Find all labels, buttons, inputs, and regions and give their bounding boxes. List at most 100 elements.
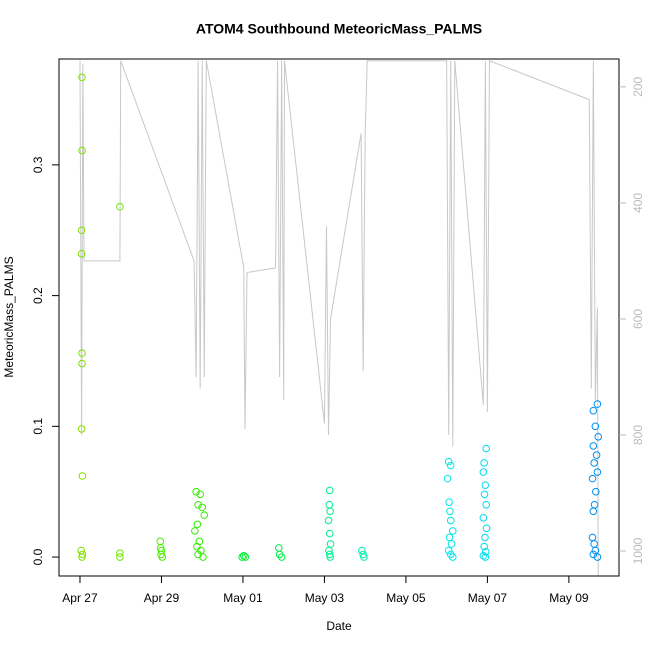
point — [277, 553, 286, 561]
point — [326, 540, 335, 548]
point — [448, 527, 457, 535]
point — [594, 432, 603, 441]
point — [446, 507, 454, 516]
y-axis-label: MeteoricMass_PALMS — [2, 256, 16, 377]
point — [78, 472, 87, 480]
point — [78, 550, 87, 559]
point — [193, 542, 201, 551]
point — [590, 500, 599, 509]
x-tick-label: May 03 — [305, 591, 345, 605]
point — [325, 550, 334, 559]
x-tick-label: May 05 — [386, 591, 426, 605]
point — [192, 487, 200, 496]
plot-frame — [58, 58, 620, 577]
point — [481, 481, 490, 489]
point — [326, 553, 334, 561]
x-tick-label: Apr 27 — [62, 591, 98, 605]
point — [194, 500, 202, 509]
y-tick-label: 0.3 — [31, 156, 45, 173]
point — [592, 451, 601, 459]
y2-tick-label: 1000 — [631, 537, 645, 564]
x-tick-label: Apr 29 — [144, 591, 180, 605]
point — [275, 544, 283, 552]
point — [593, 468, 602, 476]
point — [77, 546, 86, 555]
point — [481, 553, 490, 561]
line-layer — [79, 60, 599, 576]
point — [445, 533, 454, 542]
point — [589, 550, 598, 559]
y2-tick-label: 800 — [631, 425, 645, 445]
pressure-line — [79, 60, 599, 576]
point — [241, 553, 250, 561]
point — [191, 527, 199, 535]
point — [156, 544, 165, 552]
point — [77, 249, 86, 258]
y2-tick-label: 400 — [631, 193, 645, 213]
point — [239, 551, 248, 560]
point — [480, 459, 488, 467]
point — [481, 533, 489, 542]
point — [448, 553, 457, 561]
point — [447, 540, 456, 548]
point — [479, 468, 488, 476]
point — [325, 486, 334, 495]
x-tick-label: May 09 — [549, 591, 589, 605]
point — [481, 548, 490, 556]
y-tick-label: 0.0 — [31, 548, 45, 565]
point — [589, 507, 598, 516]
point — [588, 533, 597, 542]
point — [446, 516, 455, 525]
point — [326, 507, 334, 516]
point — [445, 498, 453, 506]
point — [324, 516, 333, 525]
point — [200, 511, 209, 520]
point — [480, 542, 488, 551]
x-axis-label: Date — [326, 619, 352, 633]
point — [444, 546, 453, 555]
point — [591, 422, 600, 431]
point — [78, 349, 86, 357]
point — [116, 553, 124, 561]
point — [482, 524, 491, 533]
point — [325, 529, 334, 538]
point — [360, 553, 368, 561]
point — [358, 546, 366, 555]
point — [589, 406, 598, 415]
y2-tick-label: 600 — [631, 309, 645, 329]
point — [78, 359, 86, 368]
point — [480, 490, 489, 499]
point — [479, 514, 488, 522]
point — [446, 461, 455, 470]
point-layer — [77, 73, 603, 561]
chart-title: ATOM4 Southbound MeteoricMass_PALMS — [196, 21, 482, 37]
point — [589, 442, 598, 450]
point — [588, 474, 597, 483]
point — [591, 487, 600, 496]
point — [77, 425, 86, 433]
point — [199, 553, 207, 561]
point — [77, 226, 86, 235]
point — [78, 73, 86, 82]
point — [78, 553, 86, 561]
point — [443, 474, 452, 483]
point — [482, 500, 490, 509]
point — [156, 537, 165, 546]
point — [593, 400, 602, 408]
point — [590, 540, 598, 548]
point — [479, 551, 488, 560]
point — [116, 202, 124, 211]
point — [116, 549, 124, 557]
y-tick-label: 0.2 — [31, 287, 45, 304]
point — [444, 457, 453, 466]
point — [591, 546, 600, 555]
point — [193, 520, 202, 529]
point — [590, 459, 598, 467]
point — [325, 500, 334, 509]
x-tick-label: May 01 — [223, 591, 263, 605]
x-tick-label: May 07 — [468, 591, 508, 605]
point — [238, 553, 246, 561]
point — [593, 553, 602, 561]
point — [78, 146, 86, 155]
y2-tick-label: 200 — [631, 77, 645, 97]
